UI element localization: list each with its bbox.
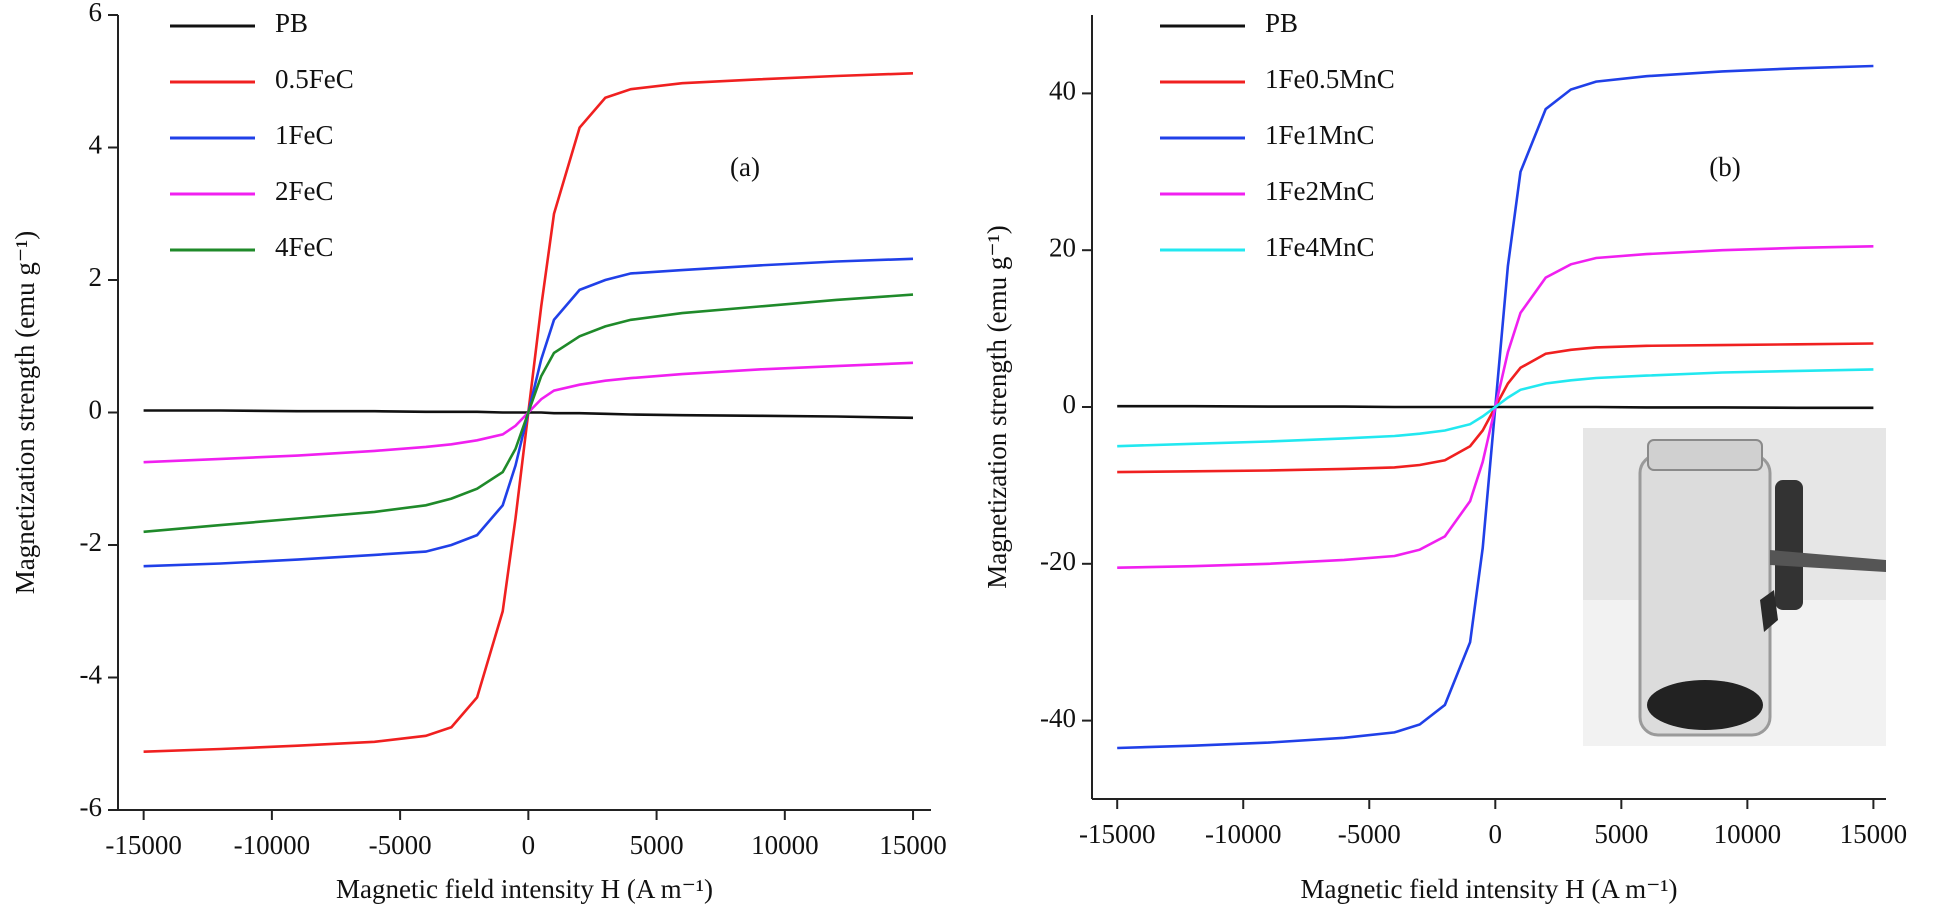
y-tick-label: -6 <box>80 792 103 822</box>
x-axis-label: Magnetic field intensity H (A m⁻¹) <box>336 874 713 904</box>
y-tick-label: 2 <box>89 262 103 292</box>
x-tick-label: 15000 <box>1840 819 1908 849</box>
annotation: (a) <box>730 152 760 182</box>
legend-label: PB <box>275 8 308 38</box>
x-tick-label: -10000 <box>234 830 311 860</box>
x-tick-label: 0 <box>522 830 536 860</box>
y-tick-label: 0 <box>1063 389 1077 419</box>
x-tick-label: -5000 <box>369 830 432 860</box>
legend-label: 1Fe1MnC <box>1265 120 1375 150</box>
x-tick-label: -10000 <box>1205 819 1282 849</box>
legend-label: 1FeC <box>275 120 334 150</box>
series-line <box>143 293 914 534</box>
x-tick-label: 10000 <box>751 830 819 860</box>
y-tick-label: 20 <box>1049 232 1076 262</box>
x-tick-label: 5000 <box>1594 819 1648 849</box>
y-tick-label: -20 <box>1040 546 1076 576</box>
legend-label: 4FeC <box>275 232 334 262</box>
legend-label: PB <box>1265 8 1298 38</box>
y-tick-label: 40 <box>1049 76 1076 106</box>
y-axis-label: Magnetization strength (emu g⁻¹) <box>982 225 1012 589</box>
y-tick-label: 4 <box>89 130 103 160</box>
y-tick-label: -4 <box>80 660 103 690</box>
x-axis-label: Magnetic field intensity H (A m⁻¹) <box>1300 874 1677 904</box>
inset-photo <box>1583 428 1886 746</box>
y-tick-label: 0 <box>89 395 103 425</box>
series-line <box>1117 368 1874 448</box>
legend: PB 0.5FeC 1FeC 2FeC 4FeC <box>170 8 354 262</box>
legend-label: 0.5FeC <box>275 64 354 94</box>
legend-label: 1Fe0.5MnC <box>1265 64 1395 94</box>
legend-label: 1Fe4MnC <box>1265 232 1375 262</box>
x-tick-label: -15000 <box>105 830 182 860</box>
legend: PB 1Fe0.5MnC 1Fe1MnC 1Fe2MnC 1Fe4MnC <box>1160 8 1395 262</box>
x-tick-label: 10000 <box>1714 819 1782 849</box>
annotation: (b) <box>1709 152 1740 182</box>
panel: -40 -20 0 20 40 -15000 -10000 -5000 0 5000 10000 15… <box>982 8 1907 904</box>
y-tick-label: -2 <box>80 527 103 557</box>
x-tick-label: 15000 <box>879 830 947 860</box>
legend-label: 2FeC <box>275 176 334 206</box>
y-axis-label: Magnetization strength (emu g⁻¹) <box>10 231 40 595</box>
y-tick-label: 6 <box>89 0 103 27</box>
y-tick-label: -40 <box>1040 703 1076 733</box>
x-tick-label: 0 <box>1489 819 1503 849</box>
x-tick-label: 5000 <box>630 830 684 860</box>
x-tick-label: -15000 <box>1079 819 1156 849</box>
panel: -6 -4 -2 0 2 4 6 -15000 -10000 -5000 0 5000 10000 150… <box>10 0 947 904</box>
legend-label: 1Fe2MnC <box>1265 176 1375 206</box>
x-tick-label: -5000 <box>1338 819 1401 849</box>
